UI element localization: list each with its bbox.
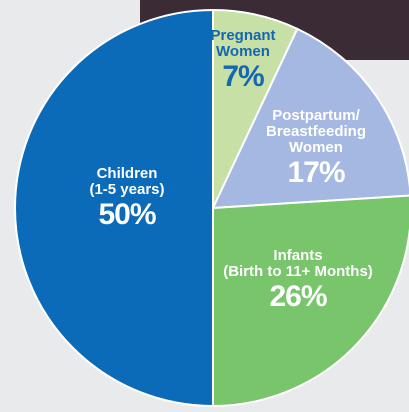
slice-value-label: 26% <box>269 280 326 313</box>
slice-label: Children(1-5 years) <box>89 165 164 198</box>
slice-value-label: 50% <box>98 198 155 231</box>
chart: PregnantWomen7%Postpartum/BreastfeedingW… <box>0 0 409 412</box>
slice-value-label: 17% <box>287 156 344 189</box>
pie <box>15 10 409 406</box>
slice-value-label: 7% <box>222 60 264 93</box>
